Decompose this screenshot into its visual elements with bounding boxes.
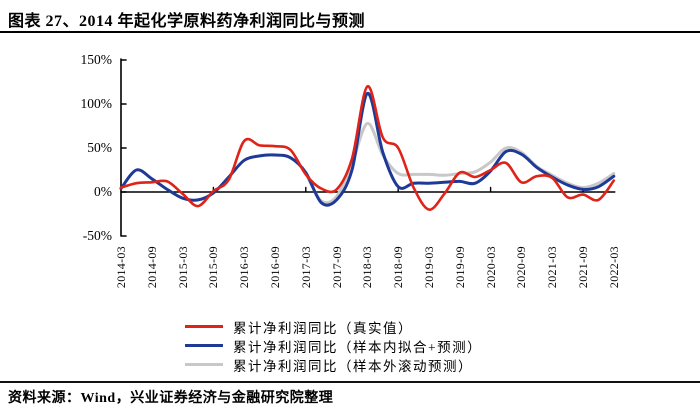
y-axis-tick-label: 0% (94, 184, 112, 199)
x-axis-tick-label: 2014-09 (144, 246, 159, 289)
legend-label: 累计净利润同比（样本内拟合+预测） (233, 339, 483, 355)
x-axis-tick-label: 2019-09 (452, 246, 467, 289)
legend-item: 累计净利润同比（样本内拟合+预测） (185, 336, 482, 355)
legend-swatch (185, 344, 223, 347)
y-axis-tick-label: 50% (87, 140, 112, 155)
legend-swatch (185, 325, 223, 328)
source-note: 资料来源：Wind，兴业证券经济与金融研究院整理 (8, 391, 334, 406)
x-axis-tick-label: 2016-03 (237, 246, 252, 289)
x-axis-tick-label: 2015-03 (175, 246, 190, 289)
x-axis-tick-label: 2021-09 (576, 246, 590, 289)
x-axis-tick-label: 2019-03 (422, 246, 436, 289)
x-axis-zero-line (120, 186, 616, 193)
series-line-0 (119, 85, 616, 211)
legend-item: 累计净利润同比（样本外滚动预测） (185, 355, 482, 374)
x-axis-tick-label: 2020-03 (483, 246, 498, 289)
chart-legend: 累计净利润同比（真实值） 累计净利润同比（样本内拟合+预测） 累计净利润同比（样本外… (185, 317, 482, 374)
legend-label: 累计净利润同比（样本外滚动预测） (233, 358, 473, 374)
y-axis-tick-label: -50% (82, 228, 112, 243)
x-axis-tick-label: 2016-09 (268, 246, 282, 289)
x-axis-tick-label: 2015-09 (206, 246, 221, 289)
legend-item: 累计净利润同比（真实值） (185, 317, 482, 336)
x-axis-tick-label: 2018-03 (360, 246, 375, 289)
x-axis-tick-label: 2021-03 (545, 246, 560, 289)
x-axis-tick-label: 2014-03 (114, 246, 128, 289)
legend-swatch (185, 363, 223, 366)
x-axis-tick-label: 2017-09 (329, 246, 344, 289)
x-axis-tick-label: 2017-03 (298, 246, 313, 289)
series-line-2 (304, 121, 616, 205)
y-axis-tick-label: 100% (80, 96, 113, 111)
x-axis-tick-label: 2018-09 (391, 246, 406, 289)
legend-label: 累计净利润同比（真实值） (233, 320, 413, 336)
y-axis-tick-label: 150% (80, 52, 113, 67)
footer-divider-line (0, 381, 700, 383)
series-line-1 (119, 91, 616, 207)
title-divider-line (0, 31, 700, 33)
x-axis-tick-label: 2020-09 (514, 246, 529, 289)
x-axis-tick-label: 2022-03 (606, 246, 621, 289)
y-axis (120, 58, 127, 237)
figure-title: 图表 27、2014 年起化学原料药净利润同比与预测 (8, 13, 366, 30)
